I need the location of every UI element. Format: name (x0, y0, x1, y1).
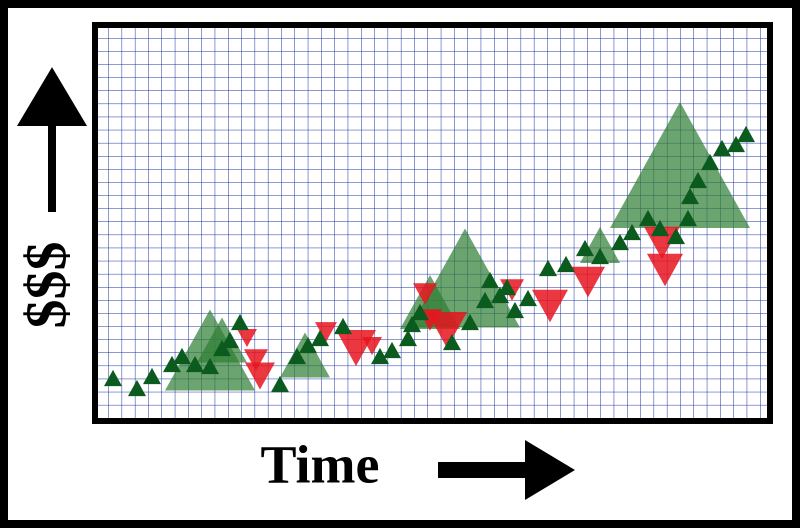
up-triangle (443, 333, 461, 351)
up-triangle (231, 313, 249, 331)
down-triangle (532, 289, 568, 323)
down-triangle (245, 362, 275, 390)
up-triangle (506, 301, 524, 319)
up-triangle (481, 271, 499, 289)
up-triangle (519, 289, 537, 307)
up-triangle (371, 347, 389, 365)
up-triangle (701, 153, 719, 171)
triangles (104, 102, 755, 397)
up-triangle (461, 313, 479, 331)
down-triangle (571, 266, 605, 298)
up-triangle (383, 341, 401, 359)
up-triangle (163, 355, 181, 373)
up-triangle (186, 355, 204, 373)
up-triangle (411, 303, 429, 321)
up-triangle (399, 329, 417, 347)
up-triangle (610, 102, 750, 228)
right-arrow (438, 440, 575, 500)
up-triangle (737, 125, 755, 143)
up-triangle (611, 233, 629, 251)
y-label: $$$ (13, 242, 78, 329)
up-triangle (403, 315, 421, 333)
down-triangle (427, 312, 467, 348)
plot-frame (92, 22, 773, 424)
up-triangle (651, 219, 669, 237)
down-triangle (647, 253, 683, 287)
up-triangle (173, 347, 191, 365)
down-triangle (413, 283, 437, 305)
up-triangle (221, 331, 239, 349)
up-triangle (689, 171, 707, 189)
up-triangle (557, 255, 575, 273)
up-triangle (679, 209, 697, 227)
up-arrow (16, 67, 88, 212)
down-triangle (362, 337, 382, 355)
down-triangle (237, 329, 257, 347)
x-label: Time (261, 434, 380, 494)
up-triangle (271, 375, 289, 393)
up-triangle (623, 223, 641, 241)
up-triangle (334, 317, 352, 335)
up-triangle (639, 209, 657, 227)
up-triangle (539, 259, 557, 277)
up-triangle (201, 357, 219, 375)
up-triangle (498, 278, 516, 296)
up-triangle (576, 239, 594, 257)
up-triangle (280, 332, 330, 378)
up-triangle (667, 227, 685, 245)
up-triangle (104, 369, 122, 387)
up-triangle (299, 336, 317, 354)
down-triangle (244, 349, 268, 371)
up-triangle (311, 329, 329, 347)
up-triangle (713, 139, 731, 157)
up-triangle (143, 367, 161, 385)
up-triangle (727, 135, 745, 153)
up-triangle (476, 291, 494, 309)
up-triangle (591, 247, 609, 265)
up-triangle (128, 379, 146, 397)
down-triangle (315, 322, 337, 342)
up-triangle (288, 347, 306, 365)
up-triangle (681, 187, 699, 205)
